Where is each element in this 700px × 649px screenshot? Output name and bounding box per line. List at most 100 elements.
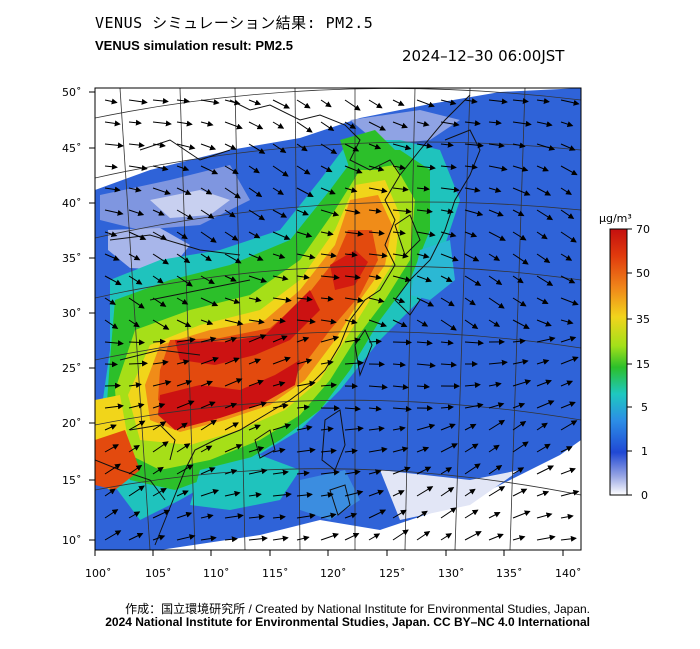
wind-arrow [296,336,310,343]
wind-arrow [368,338,382,345]
wind-arrow [440,319,457,331]
wind-arrow [200,209,215,219]
wind-arrow [248,231,261,239]
wind-arrow [488,512,501,519]
wind-arrow [464,402,484,409]
wind-arrow [224,444,243,453]
wind-arrow [464,531,482,541]
wind-arrow [488,419,506,431]
wind-arrow [200,445,213,453]
wind-arrow [320,318,337,325]
wind-arrow [536,275,554,286]
wind-arrow [248,253,264,261]
wind-arrow [488,297,505,309]
wind-arrow [296,209,309,216]
wind-arrow [128,382,142,389]
wind-arrow [560,336,577,343]
lat-label: 25˚ [62,362,82,375]
wind-arrow [128,253,141,261]
wind-arrow [368,384,388,391]
wind-arrow [152,379,172,387]
wind-arrow [392,466,411,475]
wind-arrow [440,507,457,519]
wind-arrow [296,165,311,175]
wind-arrow [176,297,189,305]
wind-arrow [368,143,382,150]
copyright-line: 2024 National Institute for Environmenta… [105,615,590,629]
wind-arrow [224,121,243,130]
wind-arrow [248,401,268,409]
title-japanese: VENUS シミュレーション結果: PM2.5 [95,14,374,32]
wind-arrow [272,356,291,365]
wind-arrow [368,469,382,476]
wind-arrow [392,406,412,413]
wind-arrow [512,338,526,345]
wind-arrow [200,513,214,520]
wind-arrow [392,164,406,171]
lon-label: 110˚ [203,567,230,580]
wind-arrow [488,165,508,172]
wind-arrow [464,463,481,475]
wind-arrow [392,446,409,453]
wind-arrow [536,443,551,453]
wind-arrow [536,465,554,475]
wind-arrow [512,98,529,104]
wind-arrow [560,446,573,453]
wind-arrow [128,142,145,149]
wind-arrow [488,209,504,217]
wind-arrow [440,339,454,346]
wind-arrow [152,338,166,345]
wind-arrow [536,98,550,104]
wind-arrow [560,318,574,325]
wind-arrow [152,466,164,475]
wind-arrow [224,402,238,409]
wind-arrow [368,274,382,281]
wind-arrow [440,487,455,497]
wind-arrow [392,425,406,432]
wind-arrow [488,444,500,453]
wind-arrow [344,208,361,215]
wind-arrow [512,379,532,387]
wind-arrow [176,443,191,453]
wind-arrow [512,441,529,453]
wind-arrow [320,335,340,343]
wind-arrow [416,362,436,369]
wind-arrow [200,319,214,326]
wind-arrow [272,143,287,153]
wind-arrow [176,422,188,431]
wind-arrow [560,143,576,151]
wind-arrow [488,253,501,261]
colorbar-scale [609,228,628,496]
wind-arrow [464,443,479,453]
wind-arrow [512,402,526,409]
wind-arrow [248,165,260,174]
wind-arrow [440,361,457,368]
wind-arrow [272,403,289,410]
wind-arrow [416,142,433,149]
colorbar-unit: μg/m³ [599,212,632,225]
wind-arrow [320,209,340,217]
wind-arrow [512,209,525,217]
wind-arrow [224,513,244,520]
wind-arrow [128,511,141,519]
wind-arrow [464,209,484,217]
wind-arrow [296,447,316,454]
wind-arrow [104,120,121,127]
wind-arrow [464,98,478,105]
wind-arrow [272,491,292,498]
wind-arrow [368,207,382,214]
wind-arrow [176,187,192,195]
wind-arrow [440,99,457,106]
wind-arrow [440,443,458,453]
wind-arrow [248,379,264,387]
wind-arrow [320,426,334,433]
wind-arrow [152,359,169,366]
wind-arrow [224,297,241,305]
wind-arrow [272,209,288,218]
wind-arrow [464,186,481,193]
wind-arrow [440,297,455,307]
wind-arrow [320,469,340,476]
wind-arrow [104,297,116,305]
wind-arrow [560,297,579,306]
